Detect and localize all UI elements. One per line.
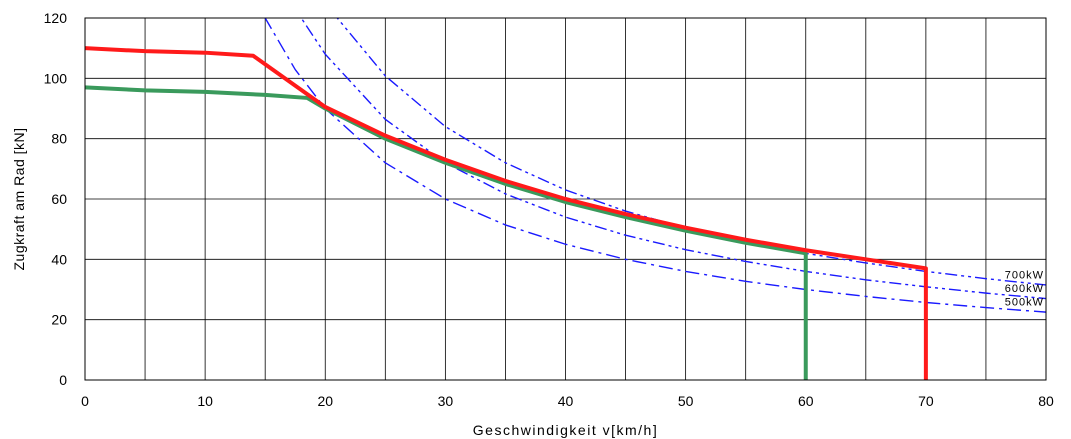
x-tick-label: 0: [81, 393, 89, 409]
x-tick-label: 50: [678, 393, 694, 409]
tick-labels: 0 10 20 30 40 50 60 70 80 0 20 40 60 80 100 120: [44, 10, 1054, 409]
series-line-600kw: [300, 18, 1046, 300]
x-tick-label: 60: [798, 393, 814, 409]
x-tick-label: 20: [317, 393, 333, 409]
x-tick-label: 70: [918, 393, 934, 409]
y-tick-label: 20: [51, 312, 67, 328]
y-tick-label: 0: [59, 372, 67, 388]
series-line-700kw: [336, 18, 1046, 286]
x-tick-label: 80: [1038, 393, 1054, 409]
x-axis-title: Geschwindigkeit v[km/h]: [473, 422, 658, 438]
curve-label-700kw: 700kW: [1005, 269, 1044, 281]
curve-label-500kw: 500kW: [1005, 296, 1044, 308]
y-tick-label: 60: [51, 191, 67, 207]
x-tick-label: 40: [558, 393, 574, 409]
x-tick-label: 10: [197, 393, 213, 409]
series-group: [85, 18, 1046, 380]
curve-label-600kw: 600kW: [1005, 283, 1044, 295]
y-tick-label: 120: [44, 10, 68, 26]
y-axis-title: Zugkraft am Rad [kN]: [11, 127, 27, 270]
y-tick-label: 80: [51, 131, 67, 147]
y-tick-label: 40: [51, 251, 67, 267]
y-tick-label: 100: [44, 70, 68, 86]
x-tick-label: 30: [438, 393, 454, 409]
series-line-green: [85, 85, 808, 380]
series-line-red: [85, 46, 928, 380]
series-line-500kw: [264, 18, 1046, 313]
plot-frame: [84, 17, 1047, 381]
